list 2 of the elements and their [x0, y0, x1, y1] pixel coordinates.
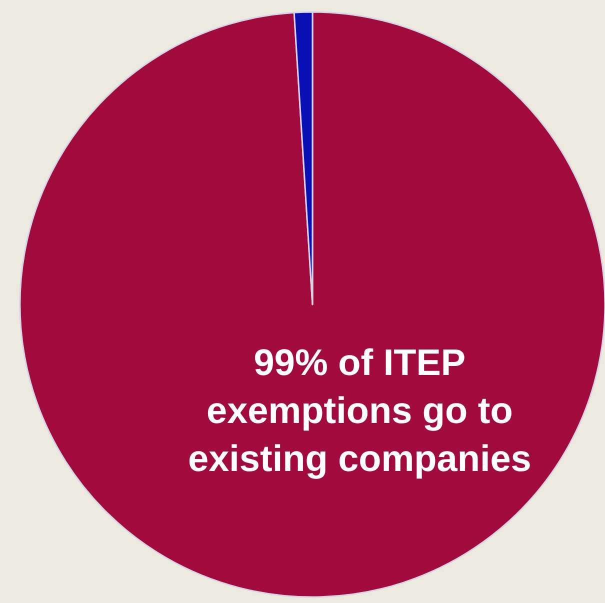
- text: 99% of ITEP exemptions go to existing companies: [188, 342, 532, 480]
- pie-slice: [20, 11, 605, 598]
